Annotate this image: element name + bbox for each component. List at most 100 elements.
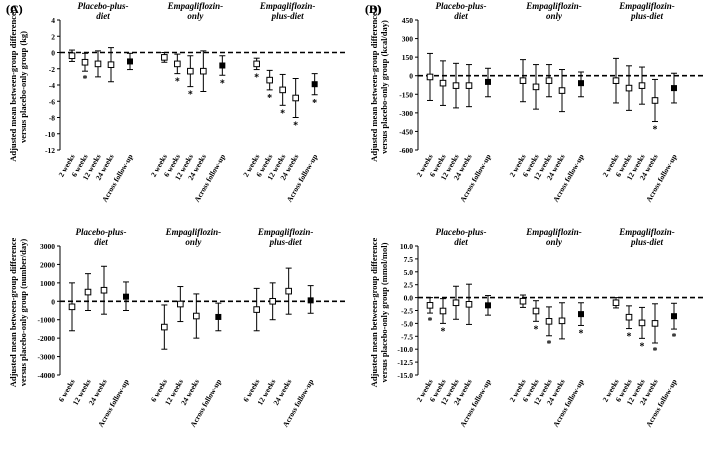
point-marker <box>532 307 540 315</box>
point-marker <box>193 312 200 320</box>
y-tick-label: 0 <box>51 297 55 306</box>
y-tick-label: -15.0 <box>397 371 413 380</box>
group-title: diet <box>454 237 468 247</box>
significance-marker: * <box>627 332 632 343</box>
point-marker <box>578 80 584 87</box>
significance-marker: * <box>220 78 225 89</box>
significance-marker: * <box>312 98 317 109</box>
y-tick-label: 0 <box>51 49 55 58</box>
point-marker <box>426 73 434 81</box>
y-tick-label: -5.0 <box>401 319 413 328</box>
y-tick-label: -450 <box>399 127 413 136</box>
group-title: Placebo-plus- <box>76 227 127 237</box>
point-marker <box>253 60 260 68</box>
significance-marker: * <box>653 125 658 136</box>
y-tick-label: -3000 <box>38 353 56 362</box>
point-marker <box>651 97 659 104</box>
y-axis-title-line-2: versus placebo-only group (kcal/day) <box>379 20 389 154</box>
point-marker <box>558 87 566 94</box>
group-title: only <box>185 237 202 247</box>
point-marker <box>219 62 226 69</box>
point-marker <box>123 293 129 300</box>
significance-marker: * <box>441 326 446 337</box>
point-marker <box>532 83 540 91</box>
significance-marker: * <box>83 74 88 85</box>
group-title: Empagliflozin- <box>167 1 224 11</box>
point-marker <box>292 94 299 102</box>
y-tick-label: -10 <box>45 130 55 139</box>
y-axis-title-line-2: versus placebo-only group (mmol/mol) <box>379 242 389 382</box>
point-marker <box>625 313 633 321</box>
group-title: Placebo-plus- <box>78 1 129 11</box>
y-tick-label: 3000 <box>40 242 55 251</box>
point-marker <box>519 297 527 305</box>
point-marker <box>545 318 553 325</box>
group-title: plus-diet <box>269 237 303 247</box>
panel-label: (D) <box>365 2 382 16</box>
point-marker <box>638 82 646 89</box>
point-marker <box>253 306 260 313</box>
point-marker <box>94 60 102 68</box>
y-tick-label: 2 <box>51 32 55 41</box>
point-marker <box>215 313 222 320</box>
point-marker <box>465 82 473 89</box>
point-marker <box>68 52 76 60</box>
y-tick-label: -10.0 <box>397 345 413 354</box>
y-tick-label: -600 <box>399 146 413 155</box>
y-tick-label: -300 <box>399 109 413 118</box>
y-axis-title-line-1: Adjusted mean between-group difference <box>8 12 18 162</box>
point-marker <box>485 78 491 85</box>
y-axis-title-line-1: Adjusted mean between-group difference <box>369 237 379 387</box>
point-marker <box>452 82 460 89</box>
y-tick-label: 450 <box>402 16 414 25</box>
group-title: plus-diet <box>630 237 664 247</box>
y-tick-label: -12 <box>45 146 55 155</box>
point-marker <box>269 297 276 305</box>
group-title: Empagliflozin- <box>257 227 314 237</box>
significance-marker: * <box>547 339 552 350</box>
y-axis-title-line-1: Adjusted mean between-group difference <box>8 237 18 387</box>
point-marker <box>307 297 314 304</box>
point-marker <box>612 77 620 84</box>
point-marker <box>311 81 318 88</box>
point-marker <box>578 311 584 318</box>
y-tick-label: -1000 <box>38 316 56 325</box>
y-tick-label: -8 <box>49 114 55 123</box>
point-marker <box>127 58 133 65</box>
point-marker <box>266 76 273 84</box>
point-marker <box>107 61 115 68</box>
group-title: Empagliflozin- <box>525 227 582 237</box>
point-marker <box>545 77 553 84</box>
point-marker <box>439 307 447 315</box>
panel-a: (A)Adjusted mean between-group differenc… <box>6 1 345 204</box>
point-marker <box>81 58 89 66</box>
significance-marker: * <box>428 316 433 327</box>
point-marker <box>651 320 659 327</box>
group-title: diet <box>96 11 110 21</box>
point-marker <box>200 67 207 75</box>
y-tick-label: 1000 <box>40 279 55 288</box>
point-marker <box>279 86 286 94</box>
panel-d: (D)Adjusted mean between-group differenc… <box>365 2 705 429</box>
group-title: Empagliflozin- <box>618 227 675 237</box>
significance-marker: * <box>653 346 658 357</box>
panel-label: (C) <box>6 2 23 16</box>
y-tick-label: 2000 <box>40 260 55 269</box>
point-marker <box>519 77 527 84</box>
group-title: only <box>187 11 204 21</box>
point-marker <box>161 323 168 331</box>
point-marker <box>161 54 168 61</box>
significance-marker: * <box>280 108 285 119</box>
point-marker <box>439 79 447 87</box>
group-title: only <box>546 237 563 247</box>
significance-marker: * <box>579 328 584 339</box>
point-marker <box>174 60 181 68</box>
y-tick-label: 0.0 <box>404 294 414 303</box>
point-marker <box>68 303 76 311</box>
panel-label: (B) <box>365 2 381 16</box>
y-tick-label: -2000 <box>38 334 56 343</box>
y-axis-title-line-2: versus placebo-only group (kg) <box>18 31 28 143</box>
significance-marker: * <box>672 332 677 343</box>
point-marker <box>671 85 677 92</box>
y-axis-title-line-1: Adjusted mean between-group difference <box>369 12 379 162</box>
